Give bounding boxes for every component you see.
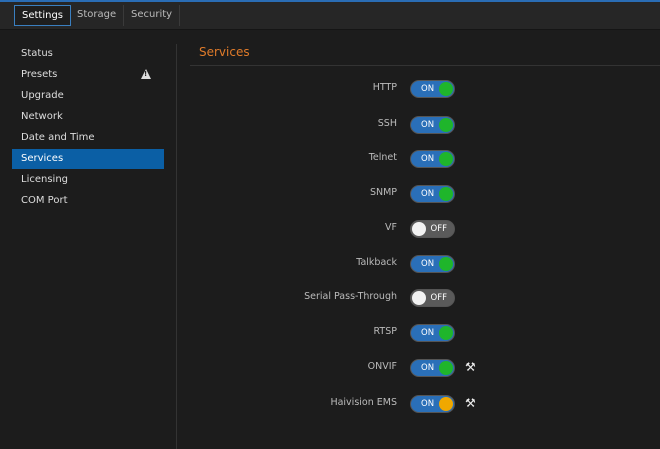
sidebar-item-services[interactable]: Services [12, 149, 164, 169]
service-row-haivision-ems: Haivision EMS ON ⚒ [190, 394, 660, 414]
service-label: Talkback [356, 257, 397, 268]
divider [176, 44, 177, 449]
title-underline [190, 65, 660, 66]
sidebar-item-upgrade[interactable]: Upgrade [21, 90, 64, 101]
toggle-knob [439, 152, 453, 166]
ssh-toggle[interactable]: ON [410, 116, 455, 134]
service-row-talkback: Talkback ON [190, 254, 660, 274]
service-label: VF [385, 222, 397, 233]
toggle-state: ON [421, 399, 435, 409]
service-row-http: HTTP ON [190, 79, 660, 99]
toggle-state: ON [421, 120, 435, 130]
serial-pass-through-toggle[interactable]: OFF [410, 289, 455, 307]
toggle-knob [439, 361, 453, 375]
toggle-knob [412, 291, 426, 305]
service-label: SSH [377, 118, 397, 129]
toggle-state: ON [421, 154, 435, 164]
sidebar-item-presets[interactable]: Presets [21, 69, 58, 80]
sidebar-item-status[interactable]: Status [21, 48, 53, 59]
service-row-rtsp: RTSP ON [190, 323, 660, 343]
toggle-knob [439, 118, 453, 132]
service-label: RTSP [373, 326, 397, 337]
toggle-knob [439, 82, 453, 96]
toggle-knob [439, 257, 453, 271]
toggle-knob [439, 326, 453, 340]
toggle-state: OFF [430, 224, 447, 234]
service-row-onvif: ONVIF ON ⚒ [190, 358, 660, 378]
rtsp-toggle[interactable]: ON [410, 324, 455, 342]
toggle-state: OFF [430, 293, 447, 303]
tab-security[interactable]: Security [124, 5, 181, 26]
toggle-state: ON [421, 189, 435, 199]
service-label: Haivision EMS [330, 397, 397, 408]
snmp-toggle[interactable]: ON [410, 185, 455, 203]
tab-storage[interactable]: Storage [70, 5, 125, 26]
sidebar-item-com-port[interactable]: COM Port [21, 195, 68, 206]
toggle-state: ON [421, 328, 435, 338]
service-row-serial-pass-through: Serial Pass-Through OFF [190, 288, 660, 308]
tab-settings[interactable]: Settings [14, 5, 72, 26]
service-row-vf: VF OFF [190, 219, 660, 239]
toggle-knob [439, 187, 453, 201]
service-row-snmp: SNMP ON [190, 184, 660, 204]
sidebar-item-date-and-time[interactable]: Date and Time [21, 132, 95, 143]
wrench-icon[interactable]: ⚒ [465, 360, 476, 374]
service-label: SNMP [369, 187, 397, 198]
top-tab-bar: Settings Storage Security [0, 0, 660, 30]
service-label: Serial Pass-Through [304, 291, 397, 302]
toggle-knob [412, 222, 426, 236]
sidebar-item-licensing[interactable]: Licensing [21, 174, 69, 185]
telnet-toggle[interactable]: ON [410, 150, 455, 168]
toggle-state: ON [421, 363, 435, 373]
wrench-icon[interactable]: ⚒ [465, 396, 476, 410]
service-label: ONVIF [367, 361, 397, 372]
sidebar-item-network[interactable]: Network [21, 111, 63, 122]
haivision-ems-toggle[interactable]: ON [410, 395, 455, 413]
service-row-ssh: SSH ON [190, 115, 660, 135]
sidebar: Status Presets Upgrade Network Date and Time… [0, 31, 176, 449]
toggle-state: ON [421, 259, 435, 269]
onvif-toggle[interactable]: ON [410, 359, 455, 377]
http-toggle[interactable]: ON [410, 80, 455, 98]
toggle-state: ON [421, 84, 435, 94]
page-title: Services [199, 45, 250, 59]
toggle-knob [439, 397, 453, 411]
service-label: Telnet [368, 152, 397, 163]
vf-toggle[interactable]: OFF [410, 220, 455, 238]
talkback-toggle[interactable]: ON [410, 255, 455, 273]
warning-icon [141, 69, 151, 79]
service-row-telnet: Telnet ON [190, 149, 660, 169]
service-label: HTTP [372, 82, 397, 93]
